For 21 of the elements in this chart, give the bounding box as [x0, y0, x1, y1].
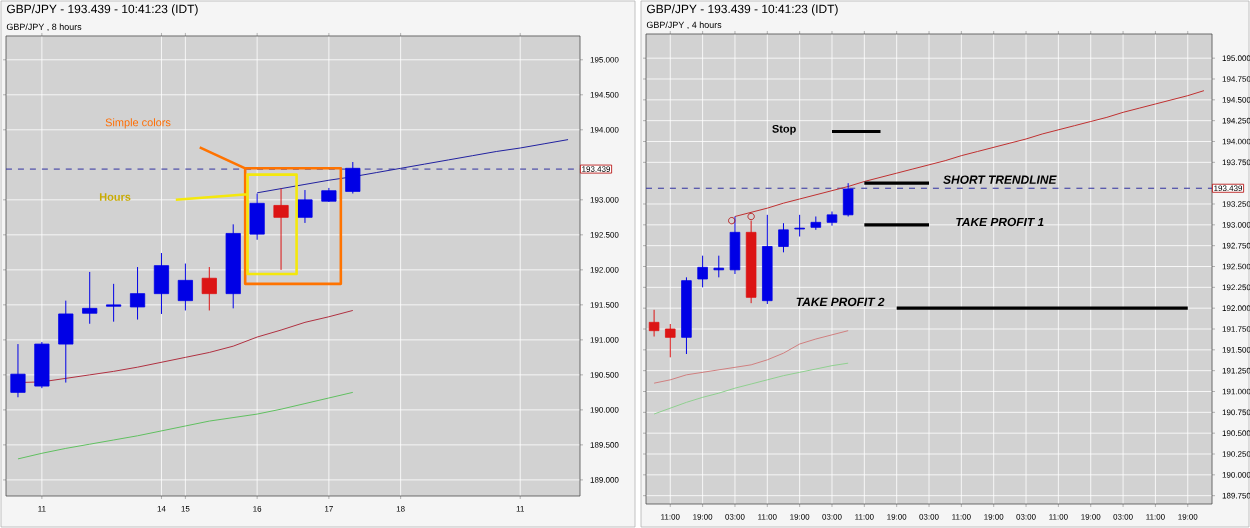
- candlestick: [177, 263, 193, 311]
- candlestick: [82, 271, 98, 325]
- candlestick: [58, 300, 74, 384]
- candlestick: [201, 266, 217, 311]
- candlestick: [106, 283, 122, 323]
- candlestick: [729, 215, 741, 275]
- candlestick: [778, 222, 789, 253]
- candlestick: [297, 189, 313, 224]
- candlestick: [345, 161, 361, 195]
- candlestick: [10, 343, 26, 398]
- candlestick: [129, 266, 146, 321]
- candlestick: [273, 188, 289, 271]
- candlestick: [665, 323, 676, 358]
- candlestick: [249, 193, 265, 241]
- line-series: [256, 139, 569, 194]
- candlestick: [842, 182, 854, 217]
- candlestick: [697, 255, 708, 288]
- candlestick: [648, 309, 660, 337]
- candlestick: [794, 214, 805, 237]
- candlestick: [34, 341, 50, 389]
- candlestick: [153, 252, 170, 315]
